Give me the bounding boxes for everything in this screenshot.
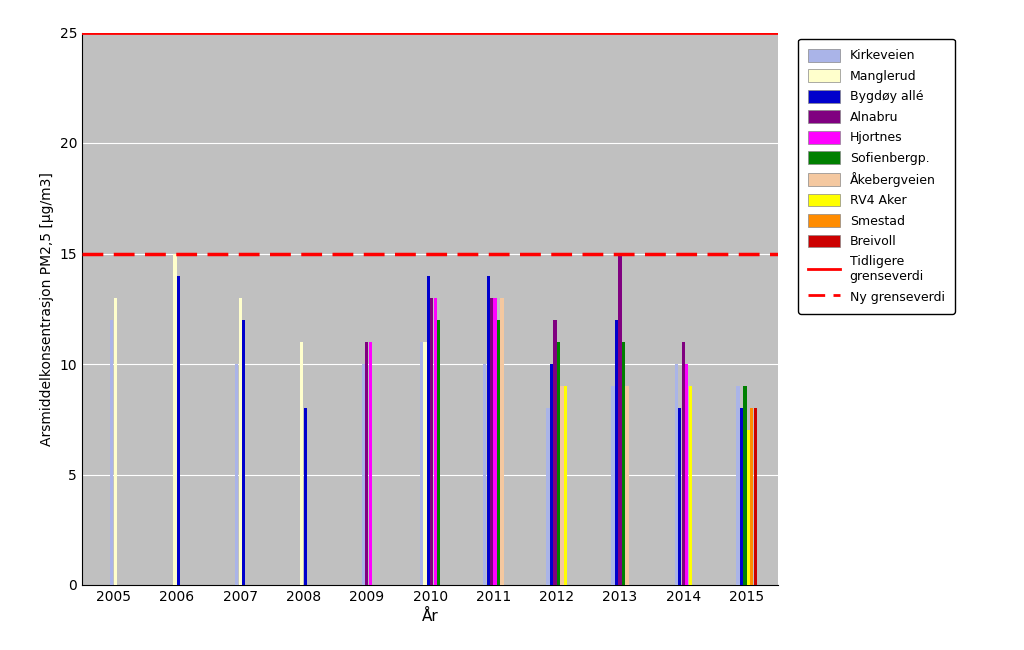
Bar	[739, 408, 743, 585]
Bar	[736, 386, 739, 585]
Bar	[497, 320, 501, 585]
Bar	[366, 342, 369, 585]
Bar	[242, 320, 246, 585]
Bar	[369, 342, 372, 585]
Bar	[688, 386, 692, 585]
Bar	[501, 298, 504, 585]
Bar	[423, 342, 427, 585]
Bar	[427, 276, 430, 585]
Legend: Kirkeveien, Manglerud, Bygdøy allé, Alnabru, Hjortnes, Sofienbergp., Åkebergveie: Kirkeveien, Manglerud, Bygdøy allé, Alna…	[799, 39, 954, 313]
X-axis label: År: År	[422, 610, 438, 625]
Bar	[618, 254, 622, 585]
Bar	[614, 320, 618, 585]
Bar	[361, 364, 365, 585]
Bar	[177, 276, 180, 585]
Y-axis label: Arsmiddelkonsentrasjon PM2,5 [µg/m3]: Arsmiddelkonsentrasjon PM2,5 [µg/m3]	[40, 172, 54, 446]
Bar	[751, 408, 754, 585]
Bar	[754, 408, 757, 585]
Bar	[685, 364, 688, 585]
Bar	[626, 386, 629, 585]
Bar	[622, 342, 625, 585]
Bar	[486, 276, 489, 585]
Bar	[547, 408, 550, 585]
Bar	[678, 408, 681, 585]
Bar	[173, 254, 177, 585]
Bar	[490, 298, 494, 585]
Bar	[494, 298, 497, 585]
Bar	[300, 342, 303, 585]
Bar	[430, 298, 433, 585]
Bar	[743, 386, 746, 585]
Bar	[682, 342, 685, 585]
Bar	[114, 298, 117, 585]
Bar	[746, 430, 750, 585]
Bar	[236, 364, 239, 585]
Bar	[560, 386, 563, 585]
Bar	[564, 386, 567, 585]
Bar	[553, 320, 557, 585]
Bar	[239, 298, 242, 585]
Bar	[483, 364, 486, 585]
Bar	[420, 342, 423, 585]
Bar	[111, 320, 114, 585]
Bar	[303, 408, 307, 585]
Bar	[433, 298, 437, 585]
Bar	[557, 342, 560, 585]
Bar	[550, 364, 553, 585]
Bar	[437, 320, 440, 585]
Bar	[675, 364, 678, 585]
Bar	[611, 386, 614, 585]
